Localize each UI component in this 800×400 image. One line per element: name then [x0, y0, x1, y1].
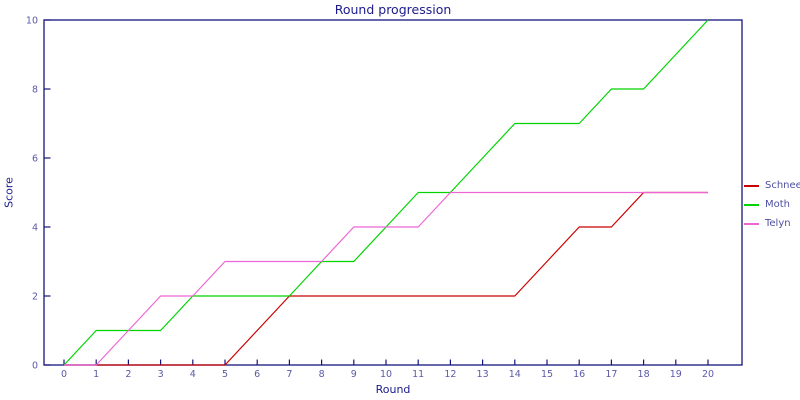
x-tick-label: 0: [61, 369, 67, 380]
x-tick-label: 15: [541, 369, 553, 380]
x-tick-label: 10: [380, 369, 392, 380]
y-tick-label: 10: [26, 16, 38, 27]
x-tick-label: 17: [605, 369, 617, 380]
chart-title: Round progression: [334, 2, 452, 17]
legend: Schnee Moth Telyn: [744, 176, 800, 233]
y-tick-label: 4: [32, 223, 38, 234]
legend-row-telyn: Telyn: [744, 214, 800, 233]
x-tick-label: 8: [319, 369, 325, 380]
x-tick-label: 14: [509, 369, 521, 380]
x-tick-label: 9: [351, 369, 357, 380]
series-line-telyn: [64, 191, 708, 366]
x-tick-label: 2: [125, 369, 131, 380]
x-tick-label: 1: [93, 369, 99, 380]
x-tick-label: 6: [254, 369, 260, 380]
x-tick-label: 20: [702, 369, 714, 380]
x-tick-label: 13: [477, 369, 489, 380]
legend-line-icon-moth: [744, 203, 759, 206]
x-tick-label: 11: [412, 369, 424, 380]
legend-line-icon-schnee: [744, 184, 759, 187]
x-axis-label: Round: [375, 383, 411, 396]
x-tick-label: 3: [158, 369, 164, 380]
x-tick-label: 12: [444, 369, 456, 380]
y-tick-label: 0: [32, 361, 38, 372]
plot-border: [43, 19, 743, 366]
x-tick-label: 19: [670, 369, 682, 380]
legend-label: Moth: [765, 199, 791, 210]
y-tick-label: 8: [32, 85, 38, 96]
series-line-schnee: [64, 191, 708, 366]
legend-row-moth: Moth: [744, 195, 800, 214]
x-tick-label: 7: [286, 369, 292, 380]
y-tick-label: 2: [32, 292, 38, 303]
legend-label: Schnee: [765, 180, 800, 191]
x-tick-label: 4: [190, 369, 196, 380]
y-axis-label: Score: [2, 177, 16, 208]
x-tick-label: 5: [222, 369, 228, 380]
x-tick-label: 16: [573, 369, 585, 380]
legend-label: Telyn: [765, 218, 791, 229]
y-tick-label: 6: [32, 154, 38, 165]
x-tick-label: 18: [638, 369, 650, 380]
legend-row-schnee: Schnee: [744, 176, 800, 195]
legend-line-icon-telyn: [744, 222, 759, 225]
